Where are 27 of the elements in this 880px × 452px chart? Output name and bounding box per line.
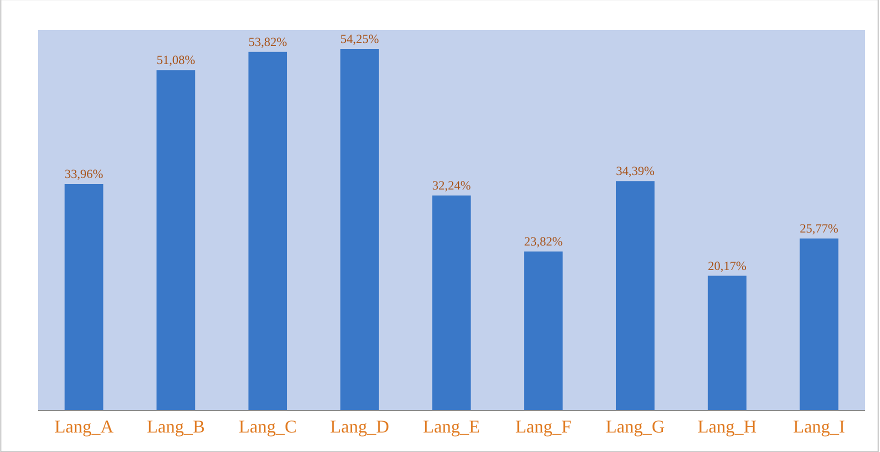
data-label: 34,39% xyxy=(616,164,655,178)
x-tick-label: Lang_A xyxy=(54,416,114,437)
x-tick-label: Lang_H xyxy=(698,416,757,437)
x-tick-label: Lang_I xyxy=(793,416,846,437)
x-tick-label: Lang_B xyxy=(146,416,205,437)
bar xyxy=(432,195,471,410)
bar xyxy=(64,184,104,410)
data-label: 23,82% xyxy=(524,234,563,249)
data-label: 51,08% xyxy=(156,53,196,68)
data-label: 20,17% xyxy=(708,258,746,273)
bar xyxy=(248,52,288,410)
bar xyxy=(340,49,379,410)
bar xyxy=(156,70,196,410)
data-label: 53,82% xyxy=(248,34,287,49)
bar xyxy=(800,238,838,410)
x-tick-label: Lang_E xyxy=(423,416,480,437)
x-tick-label: Lang_D xyxy=(330,416,390,437)
x-tick-label: Lang_F xyxy=(515,416,572,437)
data-label: 54,25% xyxy=(340,32,379,46)
bar xyxy=(708,276,746,410)
data-label: 32,24% xyxy=(432,178,471,192)
x-tick-label: Lang_G xyxy=(606,416,665,437)
bar xyxy=(524,251,563,410)
x-tick-label: Lang_C xyxy=(238,416,297,437)
bar xyxy=(616,181,655,410)
data-label: 33,96% xyxy=(64,167,104,182)
data-label: 25,77% xyxy=(800,222,838,236)
